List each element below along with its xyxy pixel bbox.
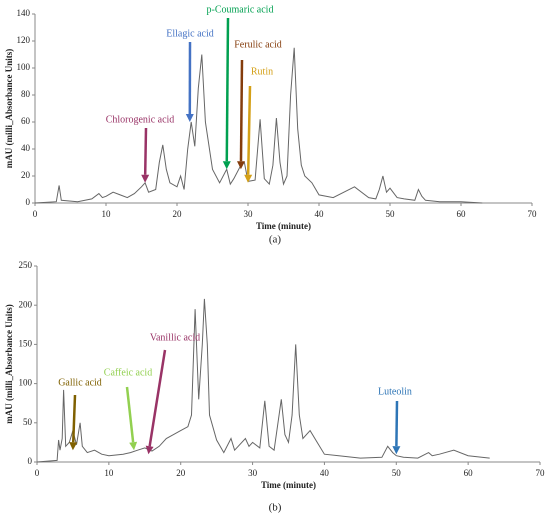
x-axis-title: Time (minute): [261, 480, 316, 490]
x-tick-label: 20: [173, 209, 183, 219]
x-tick-label: 40: [315, 209, 325, 219]
x-tick-label: 30: [248, 468, 258, 478]
x-tick-label: 10: [104, 468, 114, 478]
y-tick-label: 150: [19, 338, 33, 348]
y-tick-label: 140: [17, 8, 31, 18]
y-tick-label: 200: [19, 299, 33, 309]
x-tick-label: 60: [457, 209, 467, 219]
annotation-arrow: [148, 349, 167, 447]
x-tick-label: 70: [536, 468, 546, 478]
arrow-head: [185, 114, 194, 122]
arrow-head: [244, 174, 253, 183]
y-tick-label: 20: [21, 170, 31, 180]
y-tick-label: 40: [21, 143, 31, 153]
annotation-label: Chlorogenic acid: [106, 114, 175, 125]
y-tick-label: 60: [21, 116, 31, 126]
y-tick-label: 80: [21, 89, 31, 99]
y-tick-label: 0: [26, 197, 31, 207]
annotation-label: Luteolin: [378, 386, 412, 397]
y-axis-title: mAU (milli_Absorbance Units): [4, 49, 14, 169]
x-tick-label: 30: [244, 209, 254, 219]
annotation-arrow: [395, 400, 399, 447]
x-tick-label: 40: [320, 468, 330, 478]
annotation-arrow: [125, 386, 135, 443]
annotation-arrow: [71, 394, 77, 443]
y-tick-label: 100: [19, 378, 33, 388]
annotation-arrow: [143, 127, 148, 175]
x-tick-label: 60: [464, 468, 474, 478]
annotation-arrow: [225, 17, 230, 162]
x-tick-label: 0: [35, 468, 40, 478]
x-tick-label: 0: [33, 209, 38, 219]
arrow-head: [145, 445, 154, 455]
x-tick-label: 50: [392, 468, 402, 478]
caption: (b): [269, 502, 282, 514]
arrow-head: [129, 441, 138, 451]
caption: (a): [269, 234, 282, 246]
annotation-label: Gallic acid: [58, 377, 102, 388]
y-axis-title: mAU (milli_Absorbance Units): [4, 304, 14, 424]
chromatogram-line: [36, 298, 490, 463]
arrow-head: [222, 161, 231, 170]
arrow-head: [392, 446, 401, 455]
arrow-head: [141, 174, 150, 183]
y-tick-label: 100: [17, 62, 31, 72]
y-tick-label: 0: [28, 456, 33, 466]
x-axis-title: Time (minute): [256, 221, 311, 231]
arrow-head: [237, 161, 245, 170]
y-tick-label: 250: [19, 260, 33, 270]
annotation-label: Vanillic acid: [150, 332, 200, 343]
annotation-arrow: [239, 59, 244, 162]
y-tick-label: 120: [17, 35, 31, 45]
annotation-label: Ferulic acid: [234, 39, 281, 50]
x-tick-label: 70: [528, 209, 538, 219]
annotation-arrow: [246, 85, 252, 175]
x-tick-label: 50: [386, 209, 396, 219]
y-tick-label: 50: [23, 417, 33, 427]
annotation-label: Rutin: [251, 66, 273, 77]
annotation-label: Ellagic acid: [166, 28, 213, 39]
x-tick-label: 10: [102, 209, 112, 219]
arrow-head: [69, 442, 78, 451]
annotation-label: p-Coumaric acid: [207, 4, 274, 15]
annotation-label: Caffeic acid: [104, 367, 152, 378]
x-tick-label: 20: [176, 468, 186, 478]
